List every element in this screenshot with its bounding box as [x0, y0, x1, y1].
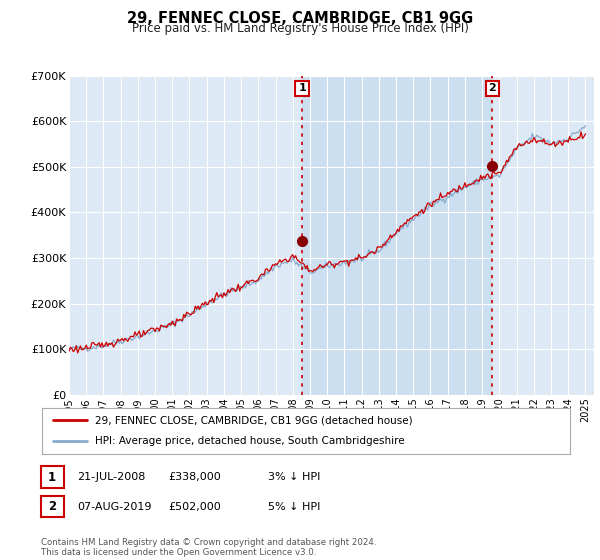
Text: £338,000: £338,000 — [169, 472, 221, 482]
Text: 1: 1 — [48, 470, 56, 484]
Text: £502,000: £502,000 — [169, 502, 221, 512]
Text: 29, FENNEC CLOSE, CAMBRIDGE, CB1 9GG (detached house): 29, FENNEC CLOSE, CAMBRIDGE, CB1 9GG (de… — [95, 415, 412, 425]
Text: 21-JUL-2008: 21-JUL-2008 — [77, 472, 145, 482]
Text: HPI: Average price, detached house, South Cambridgeshire: HPI: Average price, detached house, Sout… — [95, 436, 404, 446]
Text: 5% ↓ HPI: 5% ↓ HPI — [268, 502, 320, 512]
Text: 2: 2 — [48, 500, 56, 514]
Text: 2: 2 — [488, 83, 496, 94]
Text: 07-AUG-2019: 07-AUG-2019 — [77, 502, 151, 512]
Text: Contains HM Land Registry data © Crown copyright and database right 2024.
This d: Contains HM Land Registry data © Crown c… — [41, 538, 376, 557]
Text: 29, FENNEC CLOSE, CAMBRIDGE, CB1 9GG: 29, FENNEC CLOSE, CAMBRIDGE, CB1 9GG — [127, 11, 473, 26]
Text: Price paid vs. HM Land Registry's House Price Index (HPI): Price paid vs. HM Land Registry's House … — [131, 22, 469, 35]
Text: 3% ↓ HPI: 3% ↓ HPI — [268, 472, 320, 482]
Bar — [302, 76, 493, 395]
Text: 1: 1 — [298, 83, 306, 94]
